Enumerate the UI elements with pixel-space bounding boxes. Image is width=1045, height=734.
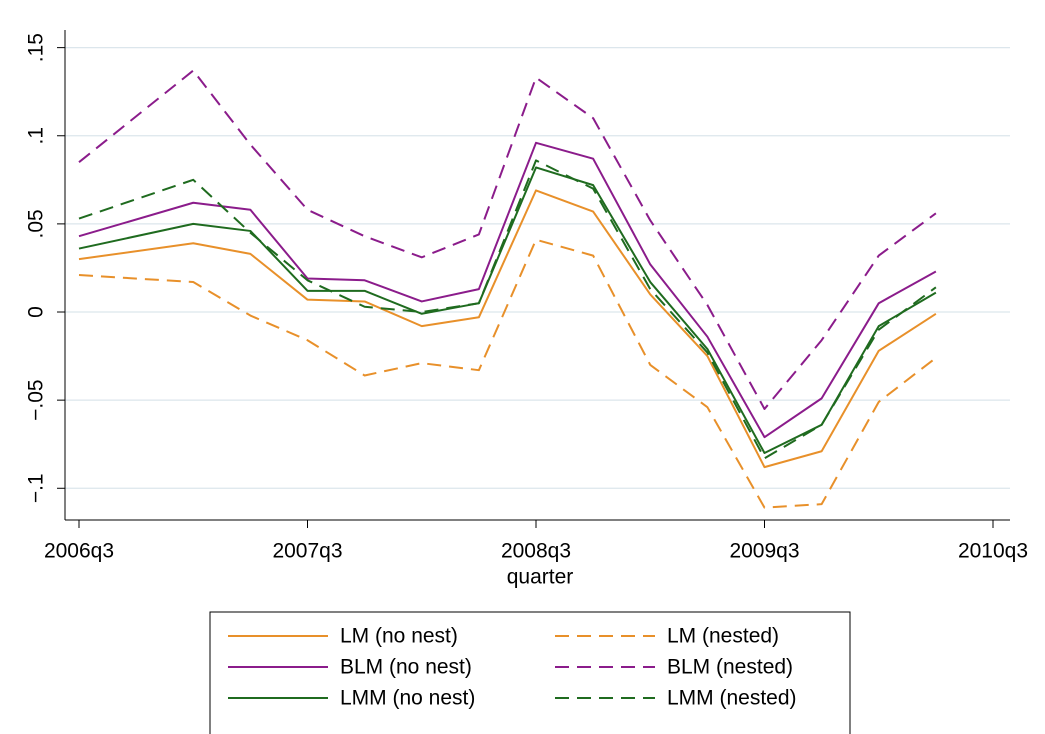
y-tick-label: .05 — [25, 209, 48, 238]
legend-box — [209, 611, 851, 734]
legend-label: BLM (no nest) — [340, 656, 472, 679]
x-tick-label: 2009q3 — [729, 540, 799, 563]
legend-label: LM (nested) — [667, 625, 779, 648]
x-tick-label: 2008q3 — [501, 540, 571, 563]
series-line — [78, 159, 937, 460]
series-line — [78, 141, 937, 439]
y-tick-label: .1 — [25, 127, 48, 145]
series-line — [78, 238, 937, 509]
series-line — [78, 166, 937, 455]
series-line — [78, 189, 937, 469]
x-tick-label: 2010q3 — [958, 540, 1028, 563]
y-tick-label: −.1 — [25, 473, 48, 503]
y-tick-label: 0 — [25, 306, 48, 318]
legend-label: LM (no nest) — [340, 625, 458, 648]
series-line — [78, 69, 937, 410]
y-tick-label: −.05 — [25, 379, 48, 420]
legend-label: BLM (nested) — [667, 656, 793, 679]
legend-label: LMM (no nest) — [340, 687, 475, 710]
x-tick-label: 2007q3 — [272, 540, 342, 563]
x-axis-label: quarter — [507, 566, 574, 589]
y-tick-label: .15 — [25, 33, 48, 62]
legend-label: LMM (nested) — [667, 687, 797, 710]
x-tick-label: 2006q3 — [44, 540, 114, 563]
